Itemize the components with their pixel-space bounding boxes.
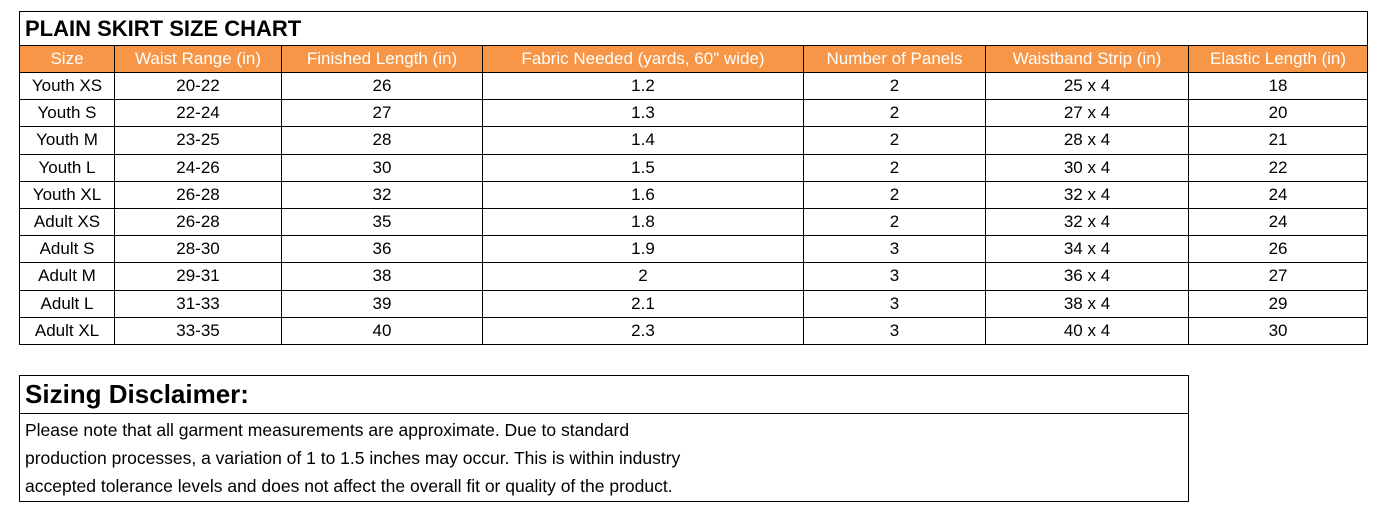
column-header-finished-length: Finished Length (in) — [281, 45, 483, 73]
disclaimer-line: Please note that all garment measurement… — [25, 420, 630, 440]
table-row: Youth M 23-25 28 1.4 2 28 x 4 21 — [19, 126, 1369, 155]
cell-number-of-panels: 3 — [803, 289, 986, 318]
cell-waistband-strip: 27 x 4 — [985, 99, 1189, 128]
column-header-fabric-needed: Fabric Needed (yards, 60" wide) — [482, 45, 804, 73]
cell-fabric-needed: 1.3 — [482, 99, 804, 128]
table-row: Youth L 24-26 30 1.5 2 30 x 4 22 — [19, 153, 1369, 182]
column-header-waist-range: Waist Range (in) — [114, 45, 282, 73]
cell-waist-range: 23-25 — [114, 126, 282, 155]
cell-finished-length: 40 — [281, 316, 483, 345]
cell-size: Youth M — [19, 126, 115, 155]
cell-size: Adult S — [19, 235, 115, 264]
column-header-size: Size — [19, 45, 115, 73]
cell-elastic-length: 30 — [1187, 316, 1369, 345]
cell-elastic-length: 27 — [1187, 262, 1369, 291]
cell-finished-length: 28 — [281, 126, 483, 155]
cell-waist-range: 20-22 — [114, 71, 282, 101]
cell-fabric-needed: 1.5 — [482, 153, 804, 182]
cell-finished-length: 32 — [281, 180, 483, 209]
table-row: Youth S 22-24 27 1.3 2 27 x 4 20 — [19, 99, 1369, 128]
cell-fabric-needed: 2 — [482, 262, 804, 291]
cell-number-of-panels: 3 — [803, 235, 986, 264]
cell-waistband-strip: 36 x 4 — [985, 262, 1189, 291]
cell-number-of-panels: 2 — [803, 71, 986, 101]
cell-number-of-panels: 2 — [803, 126, 986, 155]
cell-finished-length: 36 — [281, 235, 483, 264]
cell-waist-range: 28-30 — [114, 235, 282, 264]
table-row: Youth XL 26-28 32 1.6 2 32 x 4 24 — [19, 180, 1369, 209]
cell-size: Youth L — [19, 153, 115, 182]
cell-elastic-length: 22 — [1187, 153, 1369, 182]
cell-finished-length: 35 — [281, 207, 483, 237]
table-row: Adult XS 26-28 35 1.8 2 32 x 4 24 — [19, 207, 1369, 237]
cell-waistband-strip: 32 x 4 — [985, 207, 1189, 237]
cell-fabric-needed: 2.3 — [482, 316, 804, 345]
size-chart-table: PLAIN SKIRT SIZE CHART Size Waist Range … — [18, 11, 1369, 345]
cell-waistband-strip: 34 x 4 — [985, 235, 1189, 264]
cell-elastic-length: 29 — [1187, 289, 1369, 318]
column-header-elastic-length: Elastic Length (in) — [1187, 45, 1369, 73]
cell-size: Adult L — [19, 289, 115, 318]
cell-fabric-needed: 1.8 — [482, 207, 804, 237]
cell-elastic-length: 24 — [1187, 207, 1369, 237]
sizing-disclaimer-box: Sizing Disclaimer: Please note that all … — [19, 375, 1189, 502]
cell-size: Youth S — [19, 99, 115, 128]
cell-elastic-length: 24 — [1187, 180, 1369, 209]
size-chart-body: Youth XS 20-22 26 1.2 2 25 x 4 18 Youth S 22-24 2… — [19, 71, 1369, 345]
cell-finished-length: 30 — [281, 153, 483, 182]
disclaimer-line: accepted tolerance levels and does not a… — [25, 476, 673, 496]
cell-size: Youth XS — [19, 71, 115, 101]
cell-number-of-panels: 2 — [803, 153, 986, 182]
cell-finished-length: 27 — [281, 99, 483, 128]
cell-elastic-length: 26 — [1187, 235, 1369, 264]
cell-finished-length: 39 — [281, 289, 483, 318]
cell-fabric-needed: 1.9 — [482, 235, 804, 264]
cell-waist-range: 33-35 — [114, 316, 282, 345]
cell-waist-range: 26-28 — [114, 207, 282, 237]
cell-waist-range: 31-33 — [114, 289, 282, 318]
disclaimer-title: Sizing Disclaimer: — [20, 376, 1188, 414]
cell-number-of-panels: 3 — [803, 316, 986, 345]
cell-waist-range: 22-24 — [114, 99, 282, 128]
cell-waist-range: 29-31 — [114, 262, 282, 291]
disclaimer-line: production processes, a variation of 1 t… — [25, 448, 681, 468]
cell-finished-length: 26 — [281, 71, 483, 101]
cell-waistband-strip: 38 x 4 — [985, 289, 1189, 318]
cell-number-of-panels: 3 — [803, 262, 986, 291]
table-row: Adult XL 33-35 40 2.3 3 40 x 4 30 — [19, 316, 1369, 345]
cell-waistband-strip: 32 x 4 — [985, 180, 1189, 209]
cell-size: Adult XS — [19, 207, 115, 237]
cell-fabric-needed: 1.4 — [482, 126, 804, 155]
cell-finished-length: 38 — [281, 262, 483, 291]
cell-fabric-needed: 1.6 — [482, 180, 804, 209]
cell-waistband-strip: 25 x 4 — [985, 71, 1189, 101]
disclaimer-body: Please note that all garment measurement… — [20, 414, 1188, 501]
cell-size: Youth XL — [19, 180, 115, 209]
cell-number-of-panels: 2 — [803, 207, 986, 237]
column-header-number-of-panels: Number of Panels — [803, 45, 986, 73]
cell-number-of-panels: 2 — [803, 99, 986, 128]
table-row: Adult M 29-31 38 2 3 36 x 4 27 — [19, 262, 1369, 291]
cell-elastic-length: 18 — [1187, 71, 1369, 101]
cell-number-of-panels: 2 — [803, 180, 986, 209]
cell-size: Adult M — [19, 262, 115, 291]
cell-elastic-length: 21 — [1187, 126, 1369, 155]
table-row: Youth XS 20-22 26 1.2 2 25 x 4 18 — [19, 71, 1369, 101]
cell-elastic-length: 20 — [1187, 99, 1369, 128]
chart-title: PLAIN SKIRT SIZE CHART — [18, 11, 1369, 46]
cell-fabric-needed: 1.2 — [482, 71, 804, 101]
column-header-waistband-strip: Waistband Strip (in) — [985, 45, 1189, 73]
cell-fabric-needed: 2.1 — [482, 289, 804, 318]
cell-waist-range: 24-26 — [114, 153, 282, 182]
table-row: Adult L 31-33 39 2.1 3 38 x 4 29 — [19, 289, 1369, 318]
cell-waistband-strip: 30 x 4 — [985, 153, 1189, 182]
table-row: Adult S 28-30 36 1.9 3 34 x 4 26 — [19, 235, 1369, 264]
cell-waistband-strip: 40 x 4 — [985, 316, 1189, 345]
cell-waist-range: 26-28 — [114, 180, 282, 209]
cell-waistband-strip: 28 x 4 — [985, 126, 1189, 155]
title-row: PLAIN SKIRT SIZE CHART — [18, 11, 1369, 46]
header-row: Size Waist Range (in) Finished Length (i… — [19, 45, 1369, 73]
cell-size: Adult XL — [19, 316, 115, 345]
